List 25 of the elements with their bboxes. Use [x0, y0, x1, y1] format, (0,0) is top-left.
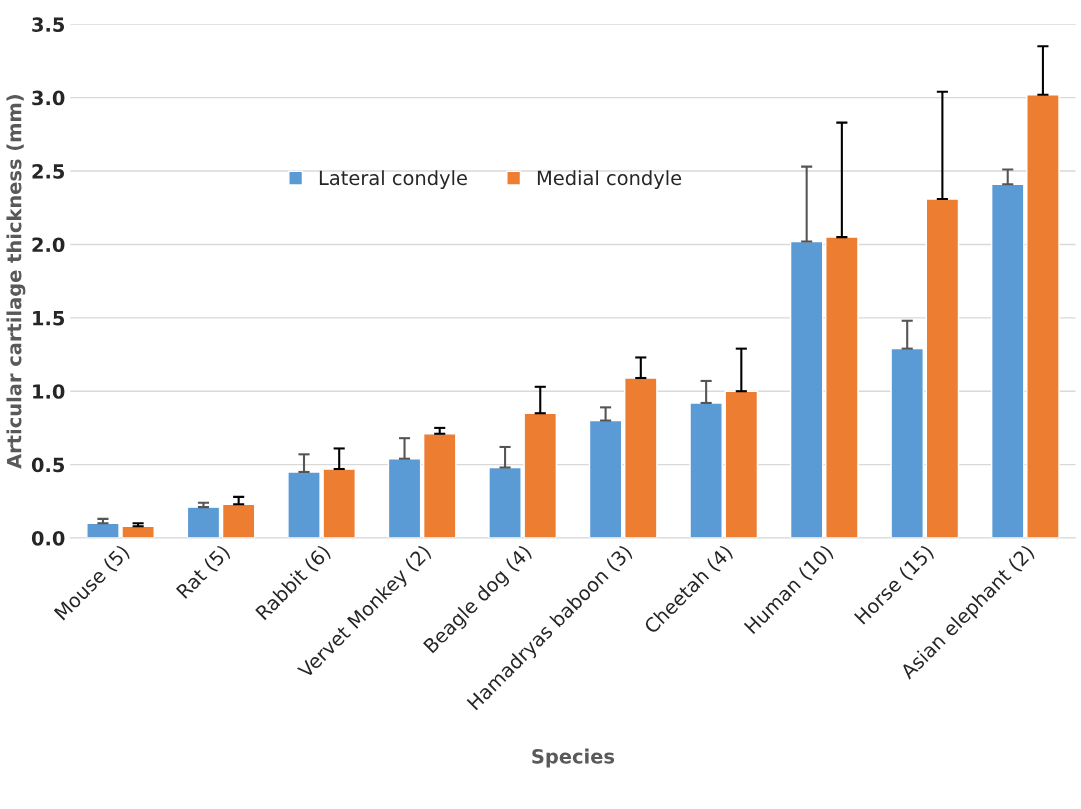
bar: [186, 506, 221, 538]
legend-label: Lateral condyle: [319, 170, 467, 190]
legend-label: Medial condyle: [537, 170, 682, 190]
bar: [689, 402, 723, 538]
bar: [387, 458, 422, 538]
y-tick-label: 2.0: [32, 237, 65, 253]
bar: [925, 198, 960, 538]
y-tick-label: 0.5: [31, 457, 65, 473]
bar: [890, 347, 924, 538]
x-tick-label: Rat (5): [175, 544, 233, 601]
y-axis-title: Articular cartilage thickness (mm): [6, 95, 26, 469]
bar: [588, 419, 623, 538]
y-tick-label: 0.0: [31, 530, 65, 546]
x-axis-title: Species: [532, 748, 615, 768]
bar: [422, 433, 457, 538]
bar: [825, 236, 859, 538]
bar: [789, 240, 824, 538]
y-tick-label: 1.0: [33, 384, 65, 399]
bar: [624, 377, 658, 538]
y-tick-label: 3.0: [32, 90, 65, 106]
y-tick-label: 3.5: [32, 17, 65, 32]
y-tick-label: 2.5: [32, 164, 65, 179]
y-tick-label: 1.5: [33, 311, 65, 326]
bar: [221, 503, 256, 538]
bar: [724, 390, 759, 538]
